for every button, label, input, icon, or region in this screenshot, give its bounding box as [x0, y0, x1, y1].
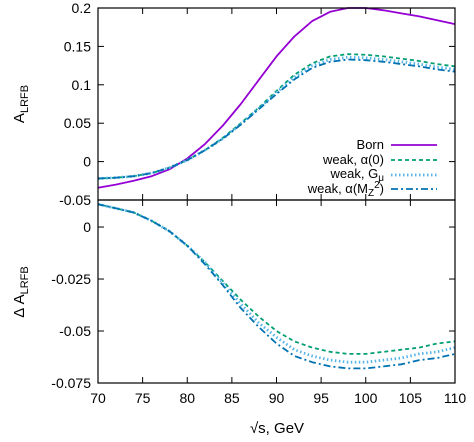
top-ytick-label: 0.15 [64, 38, 91, 54]
top-ylabel: ALRFB [11, 85, 31, 123]
bottom-series-weak-g [97, 202, 456, 364]
xtick-label: 110 [444, 390, 467, 406]
x-axis-label: √s, GeV [250, 420, 304, 437]
xtick-label: 100 [354, 390, 378, 406]
top-series-weak-mz2 [97, 58, 456, 180]
bottom-ytick-label: -0.05 [59, 323, 91, 339]
top-ytick-label: -0.05 [59, 192, 91, 208]
xtick-label: 95 [313, 390, 329, 406]
xtick-label: 85 [224, 390, 240, 406]
bottom-ytick-label: -0.075 [51, 375, 91, 391]
bottom-panel-series [97, 202, 456, 370]
legend-label-weak-alpha0: weak, α(0) [322, 152, 384, 167]
bottom-series-weak-0 [97, 203, 456, 355]
bottom-ytick-label: -0.025 [51, 271, 91, 287]
xtick-label: 90 [269, 390, 285, 406]
bottom-ylabel: Δ ALRFB [11, 266, 31, 318]
xtick-label: 70 [90, 390, 106, 406]
top-panel-frame [97, 7, 456, 201]
xtick-label: 80 [179, 390, 195, 406]
top-panel-series [97, 7, 456, 189]
xtick-label: 105 [399, 390, 423, 406]
bottom-ytick-label: 0 [83, 219, 91, 235]
legend-label-born: Born [357, 137, 384, 152]
top-ytick-label: 0.05 [64, 115, 91, 131]
top-series-born [97, 7, 456, 189]
bottom-panel-frame [97, 199, 456, 384]
top-ytick-label: 0.2 [72, 0, 92, 16]
bottom-series-weak-mz2 [97, 203, 456, 370]
legend-label-weak-gmu: weak, Gμ [330, 166, 385, 184]
top-ytick-label: 0 [83, 154, 91, 170]
xtick-label: 75 [135, 390, 151, 406]
axes: -0.05 0 0.05 0.1 0.15 0.2 -0.075 -0.05 -0.025 0 70… [51, 0, 466, 406]
legend-label-weak-alpha-mz2: weak, α(MZ2) [307, 180, 384, 199]
legend: Born weak, α(0) weak, Gμ weak, α(MZ2) [307, 137, 437, 199]
top-ytick-label: 0.1 [72, 77, 92, 93]
